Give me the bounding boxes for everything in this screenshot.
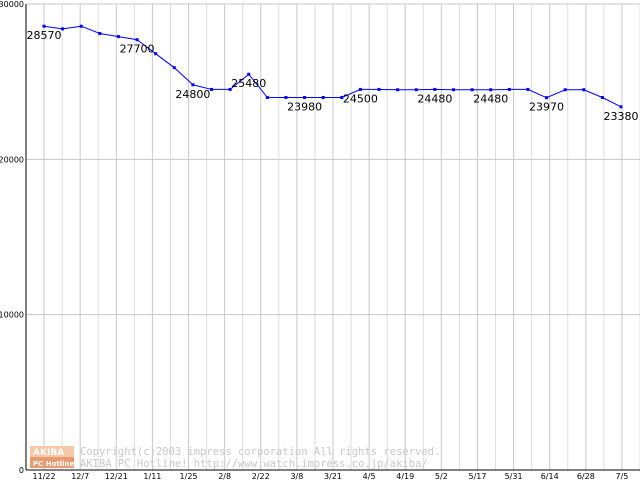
data-point — [414, 88, 418, 92]
data-label: 27700 — [120, 43, 155, 56]
x-tick-label: 1/11 — [143, 472, 161, 480]
x-tick-label: 2/8 — [218, 472, 231, 480]
series-line — [43, 25, 622, 108]
x-tick-label: 5/17 — [468, 472, 486, 480]
data-point — [470, 88, 474, 92]
x-tick-label: 6/14 — [541, 472, 559, 480]
x-tick-label: 6/28 — [577, 472, 595, 480]
data-point — [545, 96, 549, 100]
data-label: 23980 — [287, 101, 322, 114]
data-point — [265, 96, 269, 100]
data-point — [98, 32, 102, 36]
data-point — [507, 87, 511, 91]
copyright-watermark: AKIBA PC Hotline Copyright(c)2003 impres… — [30, 446, 440, 470]
x-tick-label: 12/21 — [105, 472, 128, 480]
data-point — [135, 38, 139, 42]
data-point — [303, 96, 307, 100]
data-point — [563, 88, 567, 92]
data-point — [396, 88, 400, 92]
data-label-layer: 28570 27700 24800 25480 23980 24500 24480 24480… — [27, 29, 639, 123]
y-tick-label: 30000 — [0, 0, 24, 9]
series-layer — [42, 24, 623, 109]
data-point — [582, 88, 586, 92]
data-point — [247, 72, 251, 76]
data-point — [619, 105, 623, 109]
data-point — [172, 66, 176, 70]
x-tick-label: 1/25 — [180, 472, 198, 480]
x-tick-label: 3/21 — [324, 472, 342, 480]
copyright-line-2: AKIBA PC Hotline! http://www.watch.impre… — [80, 458, 428, 470]
data-point — [433, 87, 437, 91]
data-label: 24480 — [473, 93, 508, 106]
data-point — [116, 35, 120, 39]
data-label: 25480 — [231, 77, 266, 90]
data-point — [451, 88, 455, 92]
x-tick-label: 12/7 — [71, 472, 89, 480]
data-label: 24500 — [343, 92, 378, 105]
data-label: 23380 — [604, 110, 639, 123]
data-label: 24480 — [417, 92, 452, 105]
data-point — [191, 83, 195, 87]
data-point — [358, 87, 362, 91]
x-tick-label: 2/22 — [252, 472, 270, 480]
data-point — [600, 96, 604, 100]
logo-bottom-text: PC Hotline — [33, 460, 75, 468]
data-point — [526, 87, 530, 91]
grid-layer — [26, 3, 640, 471]
data-point — [321, 96, 325, 100]
data-point — [61, 27, 65, 31]
x-tick-label: 5/2 — [435, 472, 448, 480]
y-tick-label: 0 — [19, 466, 24, 475]
x-tick-label: 4/5 — [363, 472, 376, 480]
data-label: 24800 — [175, 88, 210, 101]
x-tick-label: 3/8 — [290, 472, 303, 480]
y-tick-label: 10000 — [0, 311, 24, 320]
x-tick-label: 7/5 — [616, 472, 629, 480]
data-point — [340, 96, 344, 100]
data-point — [228, 87, 232, 91]
data-point — [210, 87, 214, 91]
data-point — [377, 87, 381, 91]
x-tick-label: 11/22 — [33, 472, 56, 480]
data-point — [79, 24, 83, 28]
x-tick-label: 4/19 — [396, 472, 414, 480]
logo-top-text: AKIBA — [33, 448, 64, 458]
x-tick-label: 5/31 — [505, 472, 523, 480]
copyright-line-1: Copyright(c)2003 impress corporation All… — [80, 446, 440, 458]
data-point — [42, 24, 46, 28]
data-label: 28570 — [27, 29, 62, 42]
data-label: 23970 — [529, 101, 564, 114]
akiba-logo: AKIBA PC Hotline — [30, 446, 75, 468]
data-point — [154, 52, 158, 56]
y-tick-label: 20000 — [0, 155, 24, 164]
data-point — [284, 96, 288, 100]
data-point — [489, 88, 493, 92]
